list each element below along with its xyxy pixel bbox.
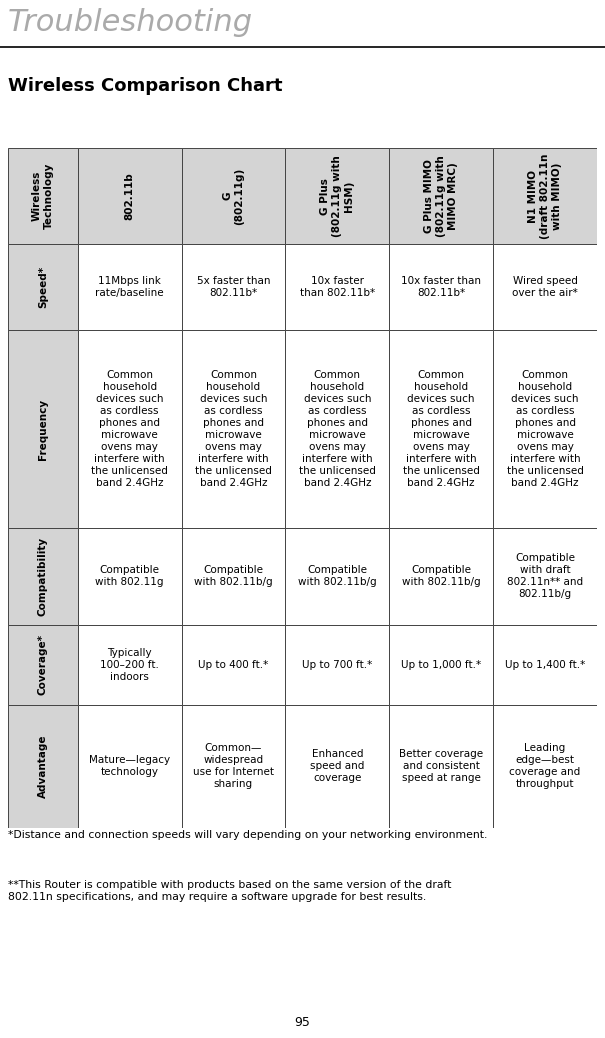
Bar [8, 705, 77, 828]
Text: Common—
widespread
use for Internet
sharing: Common— widespread use for Internet shar… [193, 743, 274, 790]
Text: *Distance and connection speeds will vary depending on your networking environme: *Distance and connection speeds will var… [8, 830, 487, 840]
Text: Common
household
devices such
as cordless
phones and
microwave
ovens may
interfe: Common household devices such as cordles… [403, 371, 480, 488]
Text: Up to 700 ft.*: Up to 700 ft.* [302, 660, 373, 670]
Bar [389, 705, 493, 828]
Bar [493, 625, 597, 705]
Text: Better coverage
and consistent
speed at range: Better coverage and consistent speed at … [399, 749, 483, 784]
Bar [493, 705, 597, 828]
Text: Leading
edge—best
coverage and
throughput: Leading edge—best coverage and throughpu… [509, 743, 581, 790]
Text: G
(802.11g): G (802.11g) [223, 167, 244, 225]
Bar [389, 625, 493, 705]
Text: Common
household
devices such
as cordless
phones and
microwave
ovens may
interfe: Common household devices such as cordles… [299, 371, 376, 488]
Bar [182, 625, 286, 705]
Text: Compatible
with 802.11b/g: Compatible with 802.11b/g [298, 566, 377, 588]
Bar [493, 528, 597, 625]
Bar [493, 244, 597, 330]
Bar [77, 705, 182, 828]
Bar [182, 148, 286, 244]
Text: 5x faster than
802.11b*: 5x faster than 802.11b* [197, 276, 270, 298]
Text: Wireless Comparison Chart: Wireless Comparison Chart [8, 77, 283, 95]
Text: 10x faster than
802.11b*: 10x faster than 802.11b* [401, 276, 481, 298]
Text: Compatible
with draft
802.11n** and
802.11b/g: Compatible with draft 802.11n** and 802.… [507, 553, 583, 599]
Bar [389, 148, 493, 244]
Text: G Plus
(802.11g with
HSM): G Plus (802.11g with HSM) [320, 156, 355, 237]
Bar [286, 244, 389, 330]
Bar [77, 625, 182, 705]
Text: Up to 400 ft.*: Up to 400 ft.* [198, 660, 269, 670]
Text: Mature—legacy
technology: Mature—legacy technology [89, 756, 170, 777]
Text: 10x faster
than 802.11b*: 10x faster than 802.11b* [299, 276, 375, 298]
Text: Speed*: Speed* [38, 266, 48, 308]
Text: **This Router is compatible with products based on the same version of the draft: **This Router is compatible with product… [8, 880, 451, 902]
Text: Wireless
Technology: Wireless Technology [32, 163, 54, 229]
Text: Advantage: Advantage [38, 735, 48, 798]
Bar [493, 330, 597, 528]
Text: Troubleshooting: Troubleshooting [8, 8, 253, 37]
Bar [493, 148, 597, 244]
Bar [8, 148, 77, 244]
Bar [8, 625, 77, 705]
Text: Compatible
with 802.11g: Compatible with 802.11g [96, 566, 164, 588]
Text: Enhanced
speed and
coverage: Enhanced speed and coverage [310, 749, 364, 784]
Bar [182, 705, 286, 828]
Text: Common
household
devices such
as cordless
phones and
microwave
ovens may
interfe: Common household devices such as cordles… [506, 371, 583, 488]
Text: Frequency: Frequency [38, 399, 48, 460]
Bar [286, 330, 389, 528]
Bar [286, 705, 389, 828]
Text: G Plus MIMO
(802.11g with
MIMO MRC): G Plus MIMO (802.11g with MIMO MRC) [424, 156, 458, 237]
Bar [182, 244, 286, 330]
Bar [286, 148, 389, 244]
Bar [389, 244, 493, 330]
Bar [8, 528, 77, 625]
Text: Compatible
with 802.11b/g: Compatible with 802.11b/g [402, 566, 480, 588]
Bar [389, 528, 493, 625]
Bar [182, 528, 286, 625]
Text: Coverage*: Coverage* [38, 634, 48, 695]
Bar [77, 330, 182, 528]
Text: Compatibility: Compatibility [38, 537, 48, 616]
Text: 11Mbps link
rate/baseline: 11Mbps link rate/baseline [95, 276, 164, 298]
Text: Up to 1,000 ft.*: Up to 1,000 ft.* [401, 660, 481, 670]
Text: Common
household
devices such
as cordless
phones and
microwave
ovens may
interfe: Common household devices such as cordles… [195, 371, 272, 488]
Text: Wired speed
over the air*: Wired speed over the air* [512, 276, 578, 298]
Text: 95: 95 [295, 1016, 310, 1030]
Bar [8, 244, 77, 330]
Text: Up to 1,400 ft.*: Up to 1,400 ft.* [505, 660, 585, 670]
Bar [286, 528, 389, 625]
Text: N1 MIMO
(draft 802.11n
with MIMO): N1 MIMO (draft 802.11n with MIMO) [528, 154, 562, 239]
Text: Typically
100–200 ft.
indoors: Typically 100–200 ft. indoors [100, 648, 159, 682]
Bar [286, 625, 389, 705]
Bar [77, 244, 182, 330]
Text: Compatible
with 802.11b/g: Compatible with 802.11b/g [194, 566, 273, 588]
Text: 802.11b: 802.11b [125, 172, 134, 220]
Bar [8, 330, 77, 528]
Bar [182, 330, 286, 528]
Bar [389, 330, 493, 528]
Bar [77, 528, 182, 625]
Bar [77, 148, 182, 244]
Text: Common
household
devices such
as cordless
phones and
microwave
ovens may
interfe: Common household devices such as cordles… [91, 371, 168, 488]
